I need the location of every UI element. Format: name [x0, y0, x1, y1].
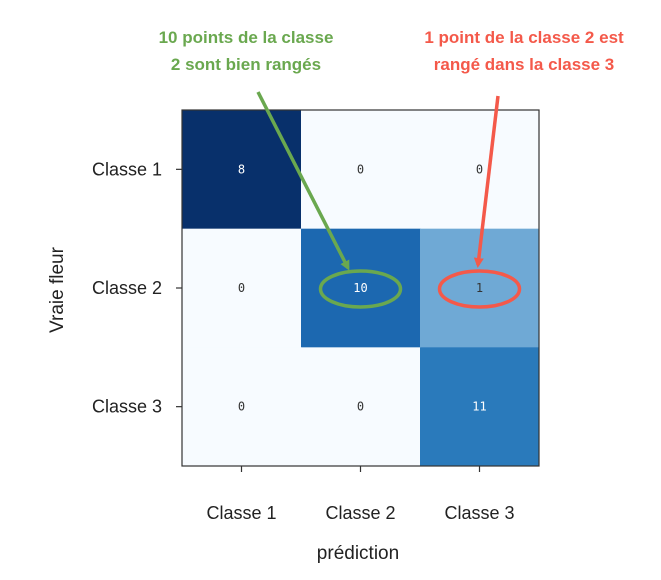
cell-value-label: 8	[238, 162, 245, 176]
y-tick-label: Classe 2	[92, 278, 162, 298]
heatmap-cell	[301, 347, 421, 467]
annotation-arrow	[256, 91, 350, 271]
y-axis-label: Vraie fleur	[47, 246, 68, 333]
annotation-text: 1 point de la classe 2 est	[424, 28, 624, 47]
axis-ticks: Classe 1 Classe 2 Classe 3 Classe 1 Classe 2…	[92, 159, 515, 523]
heatmap-cell	[420, 110, 540, 230]
annotation-circle	[437, 269, 522, 309]
cell-value-label: 11	[472, 400, 486, 414]
y-tick-label: Classe 3	[92, 397, 162, 417]
cell-value-label: 0	[357, 162, 364, 176]
annotation-arrow	[473, 95, 500, 268]
heatmap-cell	[301, 110, 421, 230]
heatmap-cell	[182, 347, 302, 467]
annotation-text: rangé dans la classe 3	[434, 55, 615, 74]
x-tick-label: Classe 1	[206, 503, 276, 523]
annotation-circle	[318, 269, 403, 309]
annotation-text: 10 points de la classe	[159, 28, 334, 47]
x-tick-label: Classe 2	[325, 503, 395, 523]
annotations: 10 points de la classe 2 sont bien rangés…	[159, 28, 624, 309]
heatmap-cell	[182, 228, 302, 348]
cell-value-label: 0	[476, 162, 483, 176]
cell-value-label: 0	[238, 400, 245, 414]
heatmap-cells: 8 0 00 10 10 0 11	[182, 110, 540, 467]
heatmap-cell	[420, 347, 540, 467]
cell-value-label: 10	[353, 281, 367, 295]
y-tick-label: Classe 1	[92, 159, 162, 179]
x-tick-label: Classe 3	[444, 503, 514, 523]
cell-value-label: 0	[357, 400, 364, 414]
x-axis-label: prédiction	[317, 543, 399, 564]
cell-value-label: 0	[238, 281, 245, 295]
annotation-text: 2 sont bien rangés	[171, 55, 321, 74]
heatmap-cell	[182, 110, 302, 230]
cell-value-label: 1	[476, 281, 483, 295]
